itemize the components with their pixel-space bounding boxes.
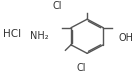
Text: Cl: Cl (53, 1, 62, 11)
Text: HCl: HCl (3, 29, 21, 39)
Text: Cl: Cl (76, 63, 86, 73)
Text: NH₂: NH₂ (30, 31, 48, 41)
Text: OH: OH (118, 33, 133, 43)
